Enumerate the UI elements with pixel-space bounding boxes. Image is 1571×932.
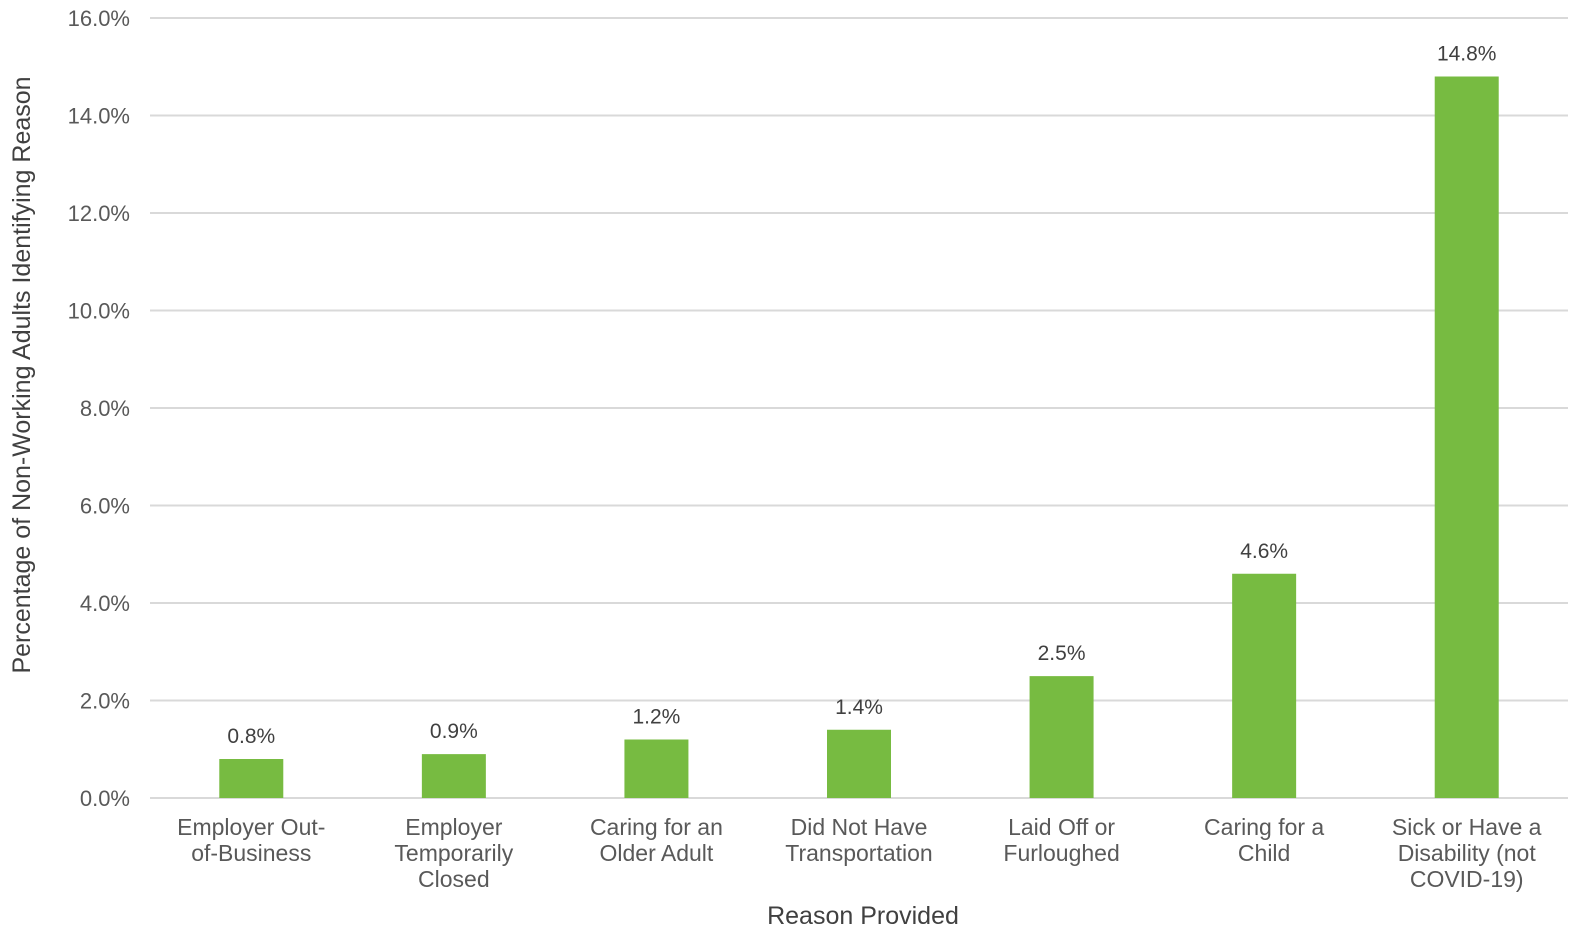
x-category-label-line: Caring for a	[1204, 814, 1324, 840]
data-label: 2.5%	[1038, 642, 1086, 665]
y-tick-label: 10.0%	[68, 299, 130, 324]
data-label: 4.6%	[1240, 540, 1288, 563]
x-category-label: Did Not Have Transportation	[785, 814, 932, 866]
gridlines	[150, 17, 1568, 799]
x-category-label-line: of-Business	[191, 840, 311, 866]
y-axis-ticks: 0.0% 2.0% 4.0% 6.0% 8.0% 10.0% 12.0% 14.0% 16.0%	[68, 6, 130, 811]
x-category-label: Laid Off or Furloughed	[1003, 814, 1119, 866]
data-label: 14.8%	[1437, 43, 1497, 66]
x-category-label-line: Transportation	[785, 840, 932, 866]
x-category-label: Sick or Have a Disability (not COVID-19)	[1392, 814, 1542, 892]
bar	[421, 754, 486, 798]
y-tick-label: 16.0%	[68, 6, 130, 31]
x-category-label-line: Disability (not	[1398, 840, 1537, 866]
x-category-label: Employer Temporarily Closed	[394, 814, 513, 892]
y-tick-label: 2.0%	[80, 689, 130, 714]
data-label: 0.9%	[430, 720, 478, 743]
x-category-label-line: Temporarily	[394, 840, 513, 866]
x-category-label-line: Laid Off or	[1008, 814, 1115, 840]
data-labels: 0.8% 0.9% 1.2% 1.4% 2.5% 4.6% 14.8%	[227, 43, 1496, 749]
bars	[219, 76, 1499, 798]
x-axis-categories: Employer Out-of-Business Employer Temporar…	[177, 814, 1542, 892]
bar	[1434, 76, 1499, 798]
y-tick-label: 12.0%	[68, 201, 130, 226]
y-tick-label: 0.0%	[80, 786, 130, 811]
x-category-label: Employer Out-of-Business	[177, 814, 325, 866]
x-category-label-line: Employer Out-	[177, 814, 325, 840]
x-category-label: Caring for an Older Adult	[590, 814, 723, 866]
x-category-label: Caring for a Child	[1204, 814, 1324, 866]
y-tick-label: 6.0%	[80, 494, 130, 519]
x-category-label-line: Older Adult	[600, 840, 714, 866]
x-axis-title: Reason Provided	[767, 902, 959, 930]
bar	[624, 739, 689, 798]
x-category-label-line: Caring for an	[590, 814, 723, 840]
bar	[827, 729, 891, 798]
y-tick-label: 4.0%	[80, 591, 130, 616]
data-label: 1.4%	[835, 696, 883, 719]
x-category-label-line: Child	[1238, 840, 1290, 866]
x-category-label-line: COVID-19)	[1410, 866, 1524, 892]
bar	[1029, 676, 1094, 798]
y-axis-title: Percentage of Non-Working Adults Identif…	[8, 76, 36, 673]
x-category-label-line: Sick or Have a	[1392, 814, 1542, 840]
x-category-label-line: Closed	[418, 866, 490, 892]
bar	[219, 759, 284, 798]
x-category-label-line: Did Not Have	[791, 814, 928, 840]
x-category-label-line: Employer	[405, 814, 502, 840]
y-tick-label: 8.0%	[80, 396, 130, 421]
data-label: 1.2%	[632, 706, 680, 729]
y-tick-label: 14.0%	[68, 104, 130, 129]
data-label: 0.8%	[227, 725, 275, 748]
x-category-label-line: Furloughed	[1003, 840, 1119, 866]
bar	[1232, 573, 1297, 798]
